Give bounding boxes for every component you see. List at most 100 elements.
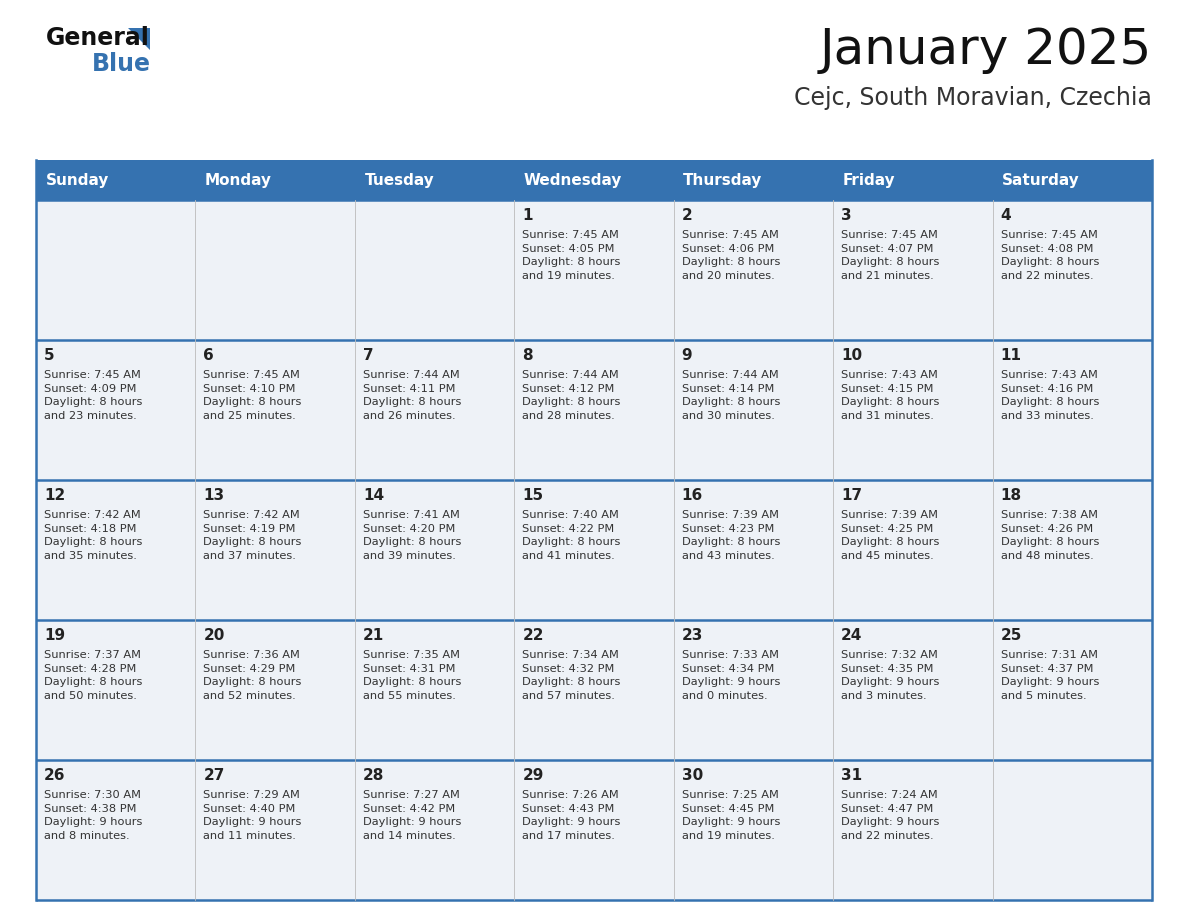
Text: 13: 13: [203, 488, 225, 503]
Text: 17: 17: [841, 488, 862, 503]
Text: Sunrise: 7:29 AM
Sunset: 4:40 PM
Daylight: 9 hours
and 11 minutes.: Sunrise: 7:29 AM Sunset: 4:40 PM Dayligh…: [203, 790, 302, 841]
Text: Sunrise: 7:44 AM
Sunset: 4:14 PM
Daylight: 8 hours
and 30 minutes.: Sunrise: 7:44 AM Sunset: 4:14 PM Dayligh…: [682, 370, 781, 420]
Text: Sunrise: 7:41 AM
Sunset: 4:20 PM
Daylight: 8 hours
and 39 minutes.: Sunrise: 7:41 AM Sunset: 4:20 PM Dayligh…: [362, 510, 461, 561]
Text: 6: 6: [203, 348, 214, 363]
Text: Saturday: Saturday: [1003, 173, 1080, 187]
Text: 26: 26: [44, 768, 65, 783]
Text: 4: 4: [1000, 208, 1011, 223]
Bar: [196, 620, 355, 760]
Text: 15: 15: [523, 488, 543, 503]
Bar: [36, 480, 196, 620]
Text: Sunrise: 7:38 AM
Sunset: 4:26 PM
Daylight: 8 hours
and 48 minutes.: Sunrise: 7:38 AM Sunset: 4:26 PM Dayligh…: [1000, 510, 1099, 561]
Text: Sunrise: 7:42 AM
Sunset: 4:19 PM
Daylight: 8 hours
and 37 minutes.: Sunrise: 7:42 AM Sunset: 4:19 PM Dayligh…: [203, 510, 302, 561]
Text: General: General: [46, 26, 150, 50]
Text: Sunrise: 7:27 AM
Sunset: 4:42 PM
Daylight: 9 hours
and 14 minutes.: Sunrise: 7:27 AM Sunset: 4:42 PM Dayligh…: [362, 790, 461, 841]
Text: Sunrise: 7:45 AM
Sunset: 4:10 PM
Daylight: 8 hours
and 25 minutes.: Sunrise: 7:45 AM Sunset: 4:10 PM Dayligh…: [203, 370, 302, 420]
Text: Sunrise: 7:25 AM
Sunset: 4:45 PM
Daylight: 9 hours
and 19 minutes.: Sunrise: 7:25 AM Sunset: 4:45 PM Dayligh…: [682, 790, 781, 841]
Text: Sunrise: 7:45 AM
Sunset: 4:07 PM
Daylight: 8 hours
and 21 minutes.: Sunrise: 7:45 AM Sunset: 4:07 PM Dayligh…: [841, 230, 940, 281]
Bar: [833, 760, 992, 900]
Text: 11: 11: [1000, 348, 1022, 363]
Text: Sunday: Sunday: [45, 173, 109, 187]
Text: 31: 31: [841, 768, 862, 783]
Text: Sunrise: 7:45 AM
Sunset: 4:06 PM
Daylight: 8 hours
and 20 minutes.: Sunrise: 7:45 AM Sunset: 4:06 PM Dayligh…: [682, 230, 781, 281]
Text: 8: 8: [523, 348, 533, 363]
Bar: [196, 160, 355, 200]
Bar: [514, 200, 674, 340]
Text: 5: 5: [44, 348, 55, 363]
Text: Sunrise: 7:30 AM
Sunset: 4:38 PM
Daylight: 9 hours
and 8 minutes.: Sunrise: 7:30 AM Sunset: 4:38 PM Dayligh…: [44, 790, 143, 841]
Bar: [36, 200, 196, 340]
Text: January 2025: January 2025: [820, 26, 1152, 74]
Bar: [992, 760, 1152, 900]
Bar: [992, 340, 1152, 480]
Bar: [355, 160, 514, 200]
Text: Sunrise: 7:39 AM
Sunset: 4:23 PM
Daylight: 8 hours
and 43 minutes.: Sunrise: 7:39 AM Sunset: 4:23 PM Dayligh…: [682, 510, 781, 561]
Bar: [514, 620, 674, 760]
Bar: [514, 760, 674, 900]
Bar: [833, 200, 992, 340]
Bar: [196, 760, 355, 900]
Text: Wednesday: Wednesday: [524, 173, 623, 187]
Text: 14: 14: [362, 488, 384, 503]
Text: 28: 28: [362, 768, 384, 783]
Text: 10: 10: [841, 348, 862, 363]
Polygon shape: [128, 28, 150, 50]
Text: 19: 19: [44, 628, 65, 643]
Text: Sunrise: 7:45 AM
Sunset: 4:08 PM
Daylight: 8 hours
and 22 minutes.: Sunrise: 7:45 AM Sunset: 4:08 PM Dayligh…: [1000, 230, 1099, 281]
Text: 1: 1: [523, 208, 532, 223]
Bar: [833, 480, 992, 620]
Bar: [355, 480, 514, 620]
Text: Sunrise: 7:35 AM
Sunset: 4:31 PM
Daylight: 8 hours
and 55 minutes.: Sunrise: 7:35 AM Sunset: 4:31 PM Dayligh…: [362, 650, 461, 700]
Bar: [674, 760, 833, 900]
Text: Cejc, South Moravian, Czechia: Cejc, South Moravian, Czechia: [794, 86, 1152, 110]
Text: 12: 12: [44, 488, 65, 503]
Bar: [196, 480, 355, 620]
Bar: [196, 200, 355, 340]
Text: Sunrise: 7:34 AM
Sunset: 4:32 PM
Daylight: 8 hours
and 57 minutes.: Sunrise: 7:34 AM Sunset: 4:32 PM Dayligh…: [523, 650, 620, 700]
Text: Sunrise: 7:42 AM
Sunset: 4:18 PM
Daylight: 8 hours
and 35 minutes.: Sunrise: 7:42 AM Sunset: 4:18 PM Dayligh…: [44, 510, 143, 561]
Text: 25: 25: [1000, 628, 1022, 643]
Text: Sunrise: 7:31 AM
Sunset: 4:37 PM
Daylight: 9 hours
and 5 minutes.: Sunrise: 7:31 AM Sunset: 4:37 PM Dayligh…: [1000, 650, 1099, 700]
Text: 27: 27: [203, 768, 225, 783]
Bar: [674, 160, 833, 200]
Bar: [992, 160, 1152, 200]
Text: Sunrise: 7:36 AM
Sunset: 4:29 PM
Daylight: 8 hours
and 52 minutes.: Sunrise: 7:36 AM Sunset: 4:29 PM Dayligh…: [203, 650, 302, 700]
Bar: [674, 620, 833, 760]
Bar: [514, 480, 674, 620]
Bar: [355, 200, 514, 340]
Bar: [992, 480, 1152, 620]
Text: 2: 2: [682, 208, 693, 223]
Bar: [992, 200, 1152, 340]
Text: 30: 30: [682, 768, 703, 783]
Bar: [196, 340, 355, 480]
Text: Sunrise: 7:33 AM
Sunset: 4:34 PM
Daylight: 9 hours
and 0 minutes.: Sunrise: 7:33 AM Sunset: 4:34 PM Dayligh…: [682, 650, 781, 700]
Bar: [36, 760, 196, 900]
Text: 7: 7: [362, 348, 373, 363]
Text: 18: 18: [1000, 488, 1022, 503]
Bar: [36, 340, 196, 480]
Bar: [514, 160, 674, 200]
Text: 9: 9: [682, 348, 693, 363]
Text: Sunrise: 7:44 AM
Sunset: 4:11 PM
Daylight: 8 hours
and 26 minutes.: Sunrise: 7:44 AM Sunset: 4:11 PM Dayligh…: [362, 370, 461, 420]
Bar: [355, 760, 514, 900]
Bar: [992, 620, 1152, 760]
Text: Sunrise: 7:26 AM
Sunset: 4:43 PM
Daylight: 9 hours
and 17 minutes.: Sunrise: 7:26 AM Sunset: 4:43 PM Dayligh…: [523, 790, 620, 841]
Text: Sunrise: 7:45 AM
Sunset: 4:09 PM
Daylight: 8 hours
and 23 minutes.: Sunrise: 7:45 AM Sunset: 4:09 PM Dayligh…: [44, 370, 143, 420]
Text: Thursday: Thursday: [683, 173, 763, 187]
Text: Sunrise: 7:44 AM
Sunset: 4:12 PM
Daylight: 8 hours
and 28 minutes.: Sunrise: 7:44 AM Sunset: 4:12 PM Dayligh…: [523, 370, 620, 420]
Bar: [36, 620, 196, 760]
Text: Sunrise: 7:39 AM
Sunset: 4:25 PM
Daylight: 8 hours
and 45 minutes.: Sunrise: 7:39 AM Sunset: 4:25 PM Dayligh…: [841, 510, 940, 561]
Text: Tuesday: Tuesday: [365, 173, 434, 187]
Text: Sunrise: 7:43 AM
Sunset: 4:15 PM
Daylight: 8 hours
and 31 minutes.: Sunrise: 7:43 AM Sunset: 4:15 PM Dayligh…: [841, 370, 940, 420]
Bar: [514, 340, 674, 480]
Text: Sunrise: 7:37 AM
Sunset: 4:28 PM
Daylight: 8 hours
and 50 minutes.: Sunrise: 7:37 AM Sunset: 4:28 PM Dayligh…: [44, 650, 143, 700]
Bar: [833, 620, 992, 760]
Text: Sunrise: 7:24 AM
Sunset: 4:47 PM
Daylight: 9 hours
and 22 minutes.: Sunrise: 7:24 AM Sunset: 4:47 PM Dayligh…: [841, 790, 940, 841]
Text: 29: 29: [523, 768, 544, 783]
Bar: [833, 340, 992, 480]
Text: 3: 3: [841, 208, 852, 223]
Bar: [674, 480, 833, 620]
Text: 23: 23: [682, 628, 703, 643]
Text: Sunrise: 7:32 AM
Sunset: 4:35 PM
Daylight: 9 hours
and 3 minutes.: Sunrise: 7:32 AM Sunset: 4:35 PM Dayligh…: [841, 650, 940, 700]
Text: Sunrise: 7:43 AM
Sunset: 4:16 PM
Daylight: 8 hours
and 33 minutes.: Sunrise: 7:43 AM Sunset: 4:16 PM Dayligh…: [1000, 370, 1099, 420]
